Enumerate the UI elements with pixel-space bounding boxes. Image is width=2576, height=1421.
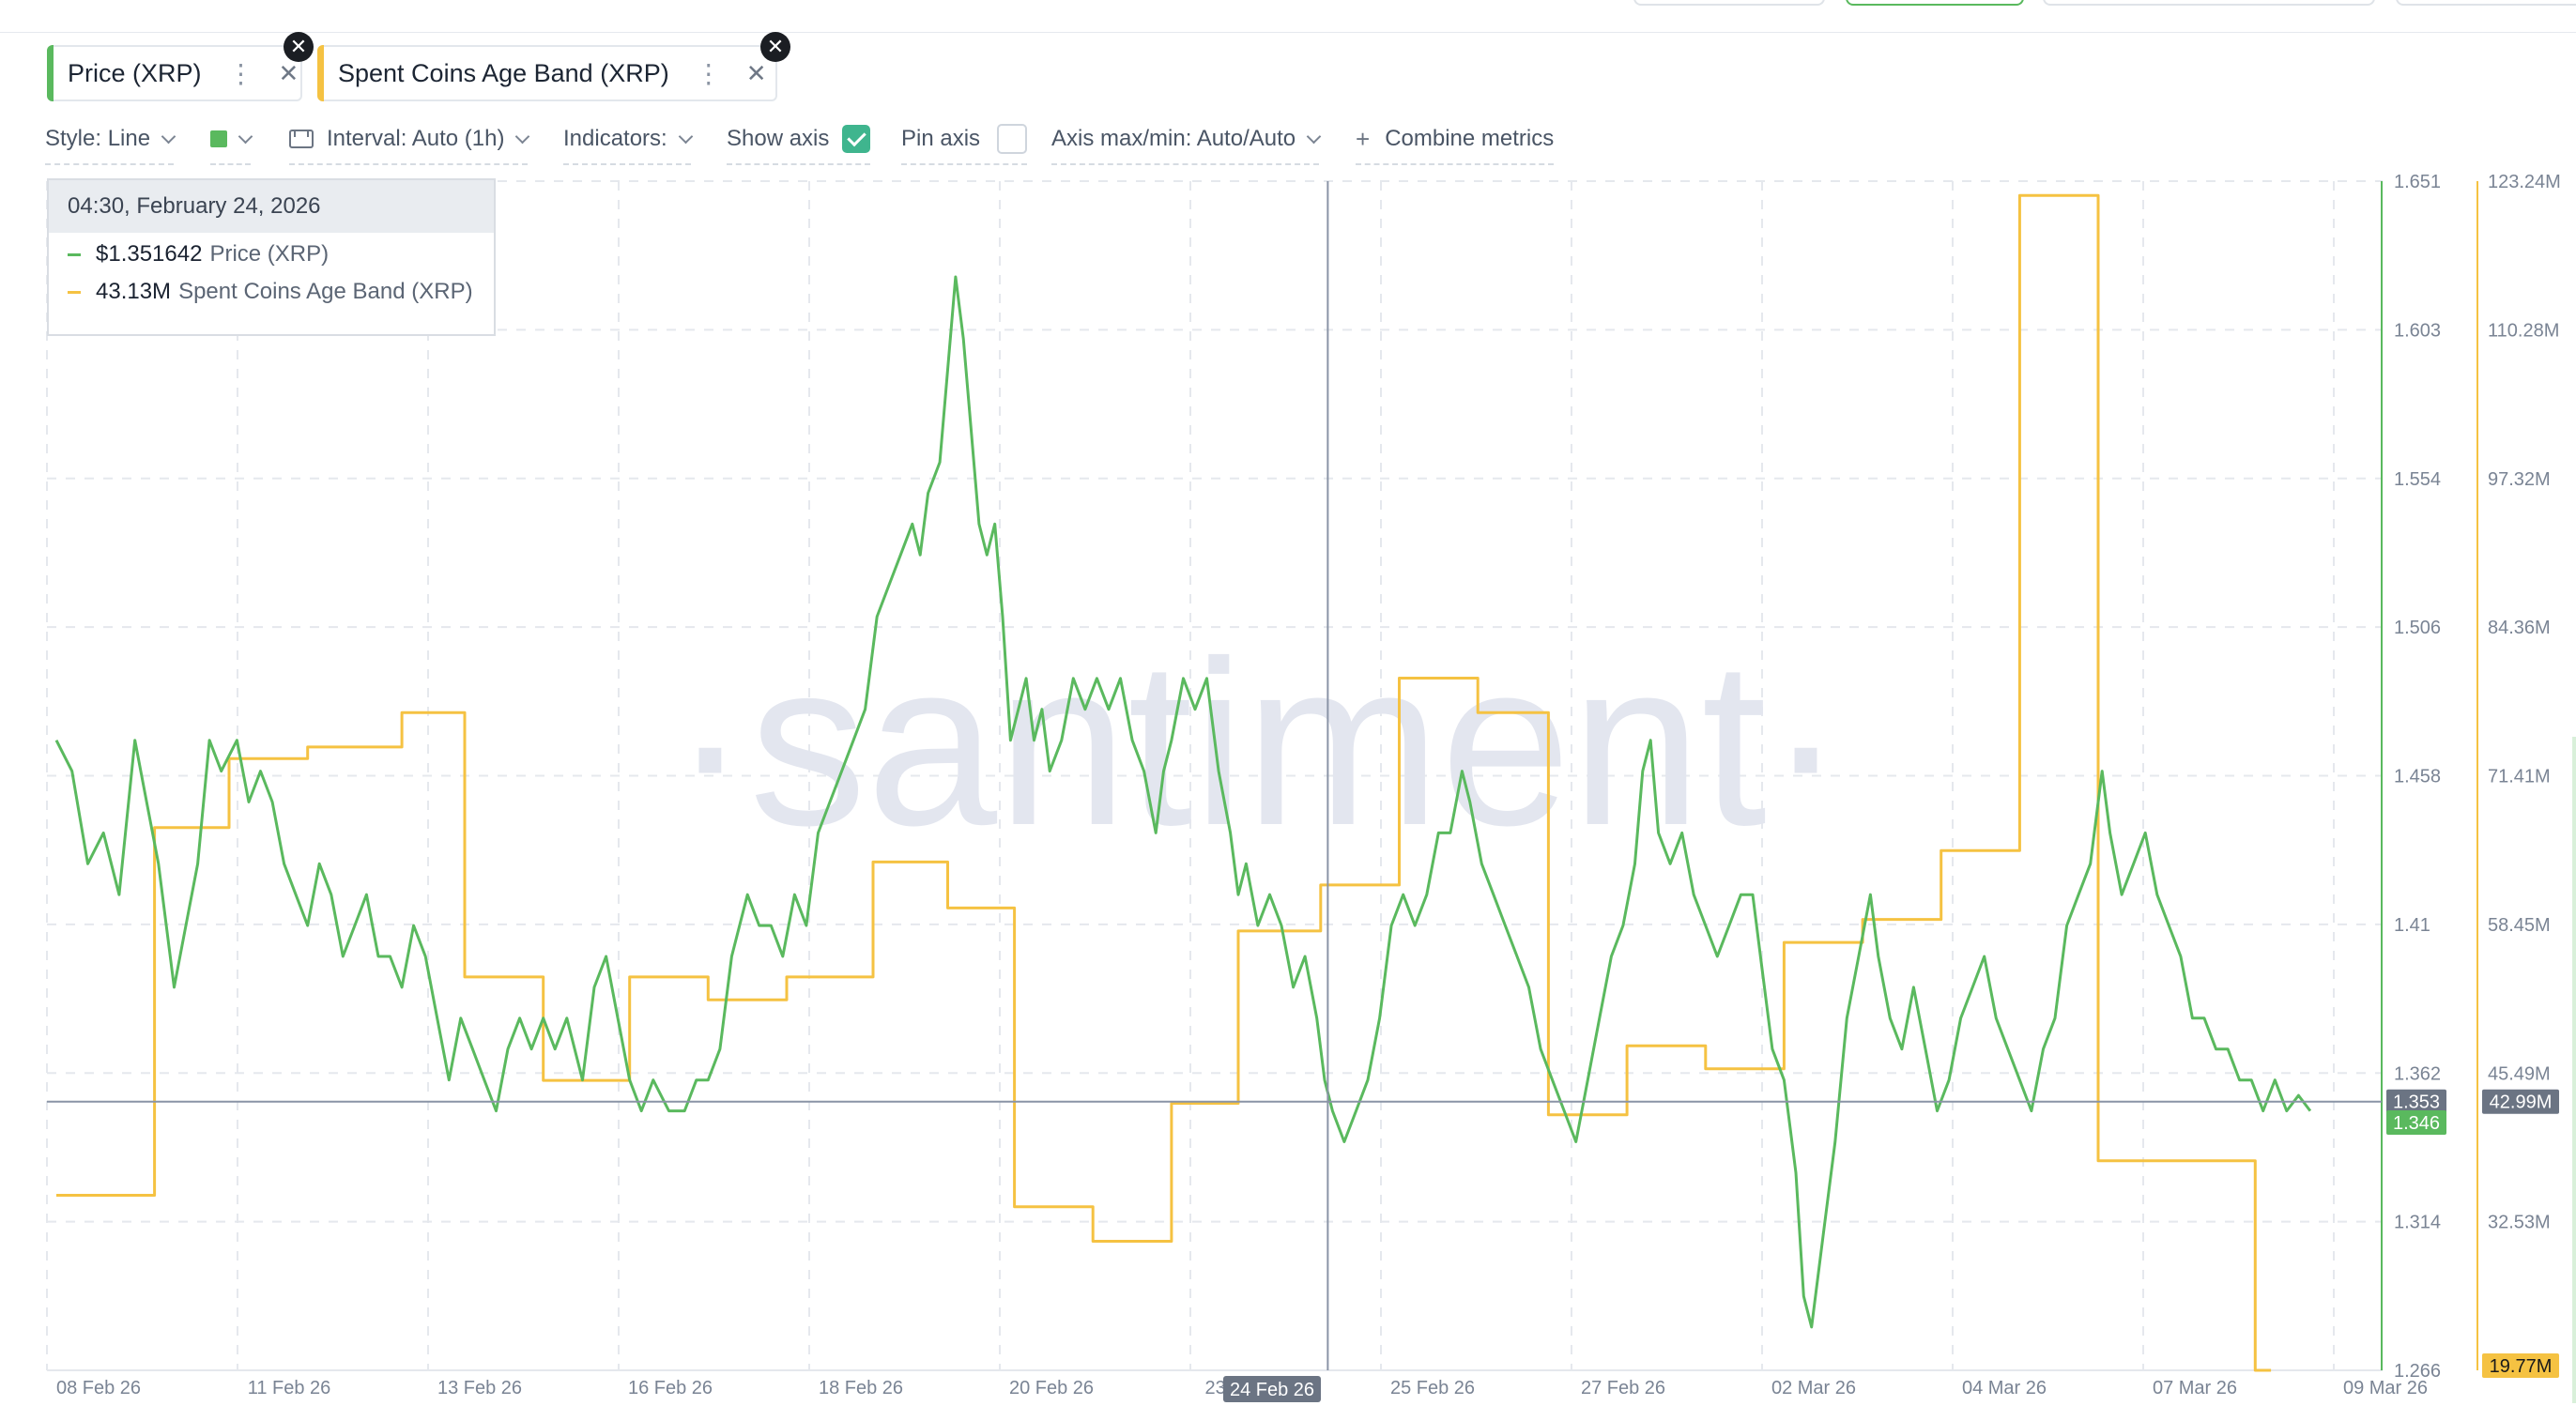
color-dropdown[interactable] (210, 122, 253, 165)
checkbox-unchecked-icon[interactable] (997, 124, 1028, 154)
series-dash-icon (68, 252, 81, 256)
y-right-tick-label: 58.45M (2488, 915, 2551, 936)
indicators-dropdown[interactable]: Indicators: (563, 122, 693, 165)
tooltip-band-name: Spent Coins Age Band (XRP) (178, 279, 473, 304)
band-last-label-box (2482, 1353, 2559, 1378)
metric-chip-price[interactable]: Price (XRP) ⋮ ✕ ✕ (47, 32, 314, 101)
x-tick-label: 09 Mar 26 (2343, 1378, 2428, 1398)
crosshair-date-box (1223, 1376, 1321, 1402)
axis-maxmin-label: Axis max/min: Auto/Auto (1051, 126, 1296, 151)
remove-metric-icon[interactable]: ✕ (760, 32, 790, 62)
color-swatch-icon (210, 130, 227, 147)
metric-chip-spent-coins[interactable]: Spent Coins Age Band (XRP) ⋮ ✕ ✕ (317, 32, 790, 101)
style-dropdown[interactable]: Style: Line (45, 122, 176, 165)
band-last-label: 19.77M (2490, 1356, 2553, 1377)
x-tick-label: 07 Mar 26 (2153, 1378, 2237, 1398)
interval-dropdown[interactable]: Interval: Auto (1h) (289, 122, 530, 165)
y-left-tick-label: 1.603 (2394, 320, 2441, 341)
x-tick-label: 25 Feb 26 (1390, 1378, 1475, 1398)
y-right-tick-label: 45.49M (2488, 1063, 2551, 1084)
combine-metrics-button[interactable]: + Combine metrics (1356, 122, 1555, 165)
close-icon[interactable]: ✕ (278, 58, 299, 87)
x-tick-label: 16 Feb 26 (628, 1378, 713, 1398)
plus-icon: + (1356, 124, 1371, 153)
y-left-tick-label: 1.362 (2394, 1063, 2441, 1084)
remove-metric-icon[interactable]: ✕ (284, 32, 314, 62)
y-right-tick-label: 71.41M (2488, 767, 2551, 787)
x-tick-label: 20 Feb 26 (1009, 1378, 1094, 1398)
x-tick-label: 02 Mar 26 (1771, 1378, 1856, 1398)
y-left-tick-label: 1.266 (2394, 1361, 2441, 1382)
spent-coins-band-line (56, 193, 2272, 1372)
pin-axis-label: Pin axis (901, 126, 981, 151)
price-line (54, 275, 2312, 1329)
y-right-tick-label: 110.28M (2488, 320, 2559, 341)
top-control-stub[interactable] (2396, 0, 2576, 6)
chart-series (54, 193, 2312, 1372)
price-last-label: 1.346 (2393, 1113, 2440, 1134)
crosshair-band-label-box (2482, 1089, 2559, 1114)
show-axis-toggle[interactable]: Show axis (727, 122, 871, 165)
chart-axes (47, 181, 2478, 1371)
x-tick-label: 13 Feb 26 (437, 1378, 522, 1398)
axis-labels: 1.651 123.24M 1.603 110.28M 1.554 97.32M 1.506… (56, 172, 2561, 1402)
y-right-tick-label: 32.53M (2488, 1213, 2551, 1233)
santiment-watermark: ·santiment· (671, 612, 1845, 874)
y-right-tick-label: 123.24M (2488, 172, 2561, 192)
tooltip-price-value: $1.351642 (96, 241, 203, 267)
x-tick-label: 27 Feb 26 (1581, 1378, 1665, 1398)
chip-color-bar (47, 45, 54, 101)
x-tick-label: 04 Mar 26 (1962, 1378, 2047, 1398)
y-left-tick-label: 1.41 (2394, 915, 2430, 936)
crosshair-price-label-box (2386, 1089, 2446, 1114)
y-left-tick-label: 1.458 (2394, 767, 2441, 787)
indicators-label: Indicators: (563, 126, 667, 151)
series-dash-icon (68, 290, 81, 294)
tooltip-price-name: Price (XRP) (209, 241, 330, 267)
x-tick-label: 11 Feb 26 (248, 1378, 331, 1398)
tooltip-band-value: 43.13M (96, 279, 172, 304)
y-left-tick-label: 1.314 (2394, 1213, 2441, 1233)
more-options-icon[interactable]: ⋮ (695, 58, 722, 88)
y-left-tick-label: 1.506 (2394, 618, 2441, 638)
top-strip (0, 0, 2576, 33)
x-tick-label: 08 Feb 26 (56, 1378, 141, 1398)
axis-maxmin-dropdown[interactable]: Axis max/min: Auto/Auto (1051, 122, 1322, 165)
crosshair-band-label: 42.99M (2490, 1092, 2553, 1113)
y-left-tick-label: 1.651 (2394, 172, 2441, 192)
chip-label: Spent Coins Age Band (XRP) (338, 58, 669, 87)
x-tick-label: 18 Feb 26 (819, 1378, 903, 1398)
y-left-tick-label: 1.554 (2394, 469, 2441, 490)
chart-tooltip: 04:30, February 24, 2026 $1.351642 Price… (47, 178, 496, 336)
y-right-tick-label: 97.32M (2488, 469, 2551, 490)
checkbox-checked-icon[interactable] (842, 125, 871, 153)
crosshair (47, 181, 2382, 1370)
tooltip-row-band: 43.13M Spent Coins Age Band (XRP) (49, 276, 494, 308)
combine-metrics-label: Combine metrics (1385, 126, 1555, 151)
chip-label: Price (XRP) (68, 58, 202, 87)
right-edge-bar (2572, 737, 2576, 1403)
chip-color-bar (317, 45, 324, 101)
more-options-icon[interactable]: ⋮ (227, 58, 254, 88)
tooltip-datetime: 04:30, February 24, 2026 (49, 180, 494, 233)
crosshair-price-label: 1.353 (2393, 1092, 2440, 1113)
price-last-label-box (2386, 1110, 2446, 1135)
y-right-tick-label: 84.36M (2488, 618, 2551, 638)
interval-label: Interval: Auto (1h) (327, 126, 505, 151)
close-icon[interactable]: ✕ (745, 58, 767, 87)
show-axis-label: Show axis (727, 126, 830, 151)
style-label: Style: Line (45, 126, 151, 151)
crosshair-date-label: 24 Feb 26 (1230, 1380, 1314, 1400)
tooltip-row-price: $1.351642 Price (XRP) (49, 238, 494, 270)
interval-icon (289, 130, 314, 148)
pin-axis-toggle[interactable]: Pin axis (901, 122, 1028, 165)
